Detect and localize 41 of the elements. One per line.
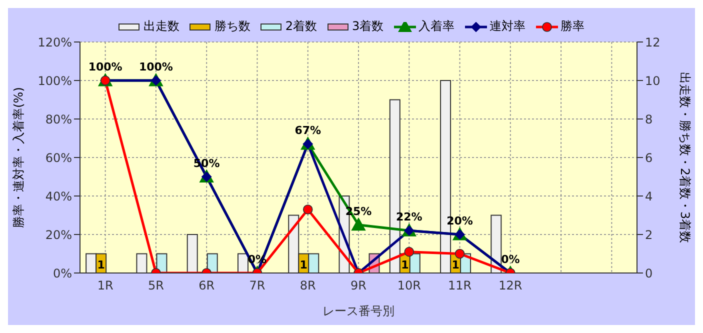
legend-label: 2着数	[284, 18, 317, 35]
legend-label: 勝ち数	[213, 18, 250, 35]
y2-tick-label: 0	[645, 266, 653, 280]
y-tick-label: 40%	[45, 189, 72, 204]
x-tick-label: 11R	[448, 278, 472, 293]
x-tick-label: 7R	[249, 278, 266, 293]
legend-label: 入着率	[418, 18, 455, 35]
x-tick-label: 5R	[148, 278, 164, 293]
data-label: 67%	[294, 124, 322, 138]
y-axis-title: 勝率・連対率・入着率(%)	[11, 87, 26, 228]
x-tick-label: 8R	[300, 278, 316, 293]
y-tick-label: 0%	[52, 266, 72, 280]
data-label: 1	[452, 258, 460, 272]
legend-label: 出走数	[142, 18, 180, 35]
x-tick-label: 9R	[350, 278, 366, 293]
data-label: 100%	[138, 60, 173, 74]
x-tick-label: 1R	[97, 278, 114, 293]
legend-label: 連対率	[488, 18, 526, 35]
y-tick-label: 80%	[45, 112, 72, 126]
legend-label: 3着数	[351, 18, 384, 35]
y2-tick-label: 12	[645, 35, 660, 50]
y2-tick-label: 8	[645, 112, 653, 126]
data-label: 100%	[88, 60, 122, 74]
data-label: 1	[97, 258, 105, 272]
y2-tick-label: 2	[645, 228, 653, 242]
y2-axis-title: 出走数・勝ち数・2着数・3着数	[678, 72, 692, 244]
x-tick-label: 10R	[397, 278, 421, 293]
x-axis-title: レース番号別	[322, 304, 394, 318]
x-tick-label: 12R	[498, 278, 522, 293]
x-tick-label: 6R	[198, 278, 215, 293]
data-label: 1	[300, 258, 308, 272]
legend-label: 勝率	[560, 18, 585, 35]
y-tick-label: 100%	[38, 74, 72, 88]
y-tick-label: 120%	[38, 35, 72, 50]
data-label: 1	[401, 258, 409, 272]
y-tick-label: 60%	[45, 150, 72, 165]
data-label: 0%	[501, 253, 520, 266]
y-tick-label: 20%	[45, 228, 72, 242]
y2-tick-label: 6	[645, 150, 653, 165]
y2-tick-label: 10	[645, 74, 660, 88]
y2-tick-label: 4	[645, 189, 653, 204]
